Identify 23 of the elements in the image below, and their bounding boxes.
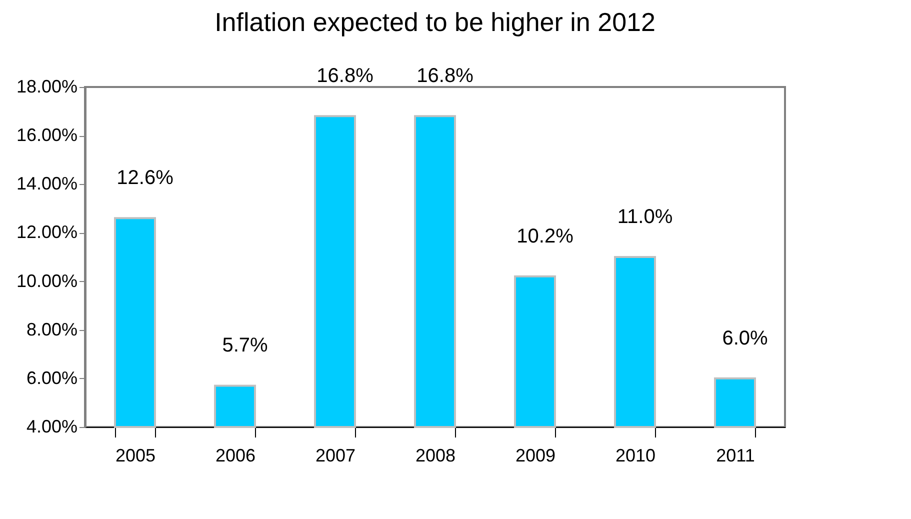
x-tick-label: 2005 bbox=[115, 446, 156, 466]
chart-title: Inflation expected to be higher in 2012 bbox=[214, 7, 656, 38]
y-tick-label: 12.00% bbox=[16, 222, 78, 242]
x-tick-label: 2011 bbox=[716, 446, 755, 466]
y-tick-label: 14.00% bbox=[16, 174, 78, 194]
data-label: 16.8% bbox=[316, 65, 374, 88]
data-label: 16.8% bbox=[416, 65, 474, 88]
x-tick-label: 2009 bbox=[515, 446, 556, 466]
x-tick-label: 2006 bbox=[215, 446, 256, 466]
data-label: 5.7% bbox=[222, 334, 268, 357]
y-tick-label: 10.00% bbox=[16, 270, 78, 291]
data-label: 11.0% bbox=[617, 206, 673, 228]
data-label: 12.6% bbox=[116, 167, 174, 190]
x-tick-label: 2008 bbox=[415, 446, 456, 466]
x-tick-label: 2007 bbox=[315, 446, 356, 466]
y-tick-label: 4.00% bbox=[26, 416, 78, 436]
y-tick-label: 18.00% bbox=[16, 76, 78, 96]
data-label: 6.0% bbox=[722, 327, 768, 350]
y-tick-label: 8.00% bbox=[26, 319, 78, 340]
y-tick-label: 6.00% bbox=[26, 368, 78, 388]
x-tick-label: 2010 bbox=[615, 446, 656, 466]
y-tick-label: 16.00% bbox=[16, 125, 78, 146]
data-label: 10.2% bbox=[516, 225, 574, 248]
